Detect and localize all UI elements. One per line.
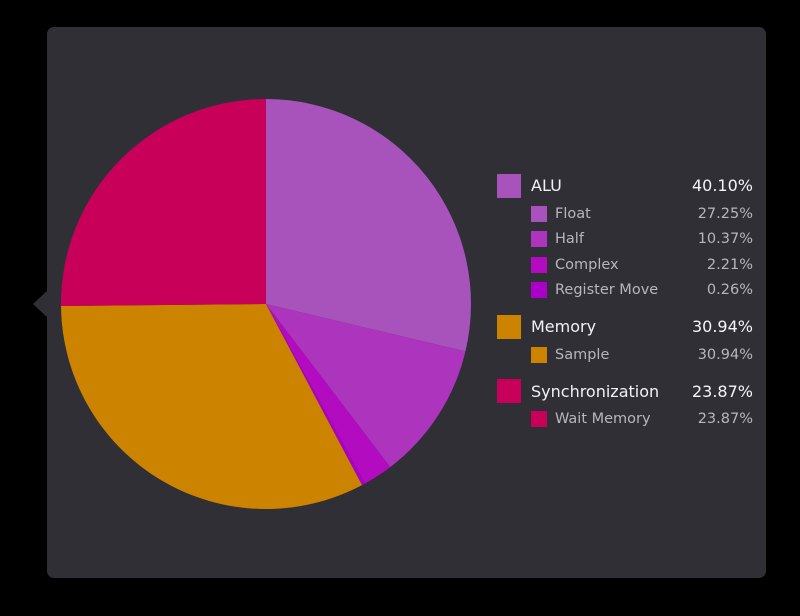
legend-percent: 30.94% <box>691 317 753 336</box>
legend-item-register-move: Register Move 0.26% <box>497 278 753 304</box>
legend-label: Synchronization <box>531 381 660 401</box>
legend-label: Sample <box>555 346 610 363</box>
legend-item-float: Float 27.25% <box>497 201 753 227</box>
pie-slice-wait-memory[interactable] <box>61 99 267 306</box>
legend-category-memory: Memory 30.94% <box>497 311 753 342</box>
pie-slice-float[interactable] <box>266 99 471 352</box>
legend-label: Float <box>555 205 591 222</box>
legend-swatch <box>531 411 547 428</box>
legend-swatch <box>531 205 547 222</box>
legend-item-wait-memory: Wait Memory 23.87% <box>497 407 753 433</box>
legend-category-synchronization: Synchronization 23.87% <box>497 376 753 407</box>
pie-slice-sample[interactable] <box>61 304 362 510</box>
legend-swatch <box>497 173 521 198</box>
legend-swatch <box>531 346 547 363</box>
popover-arrow <box>33 290 48 318</box>
legend-item-complex: Complex 2.21% <box>497 252 753 278</box>
pie-slice-half[interactable] <box>266 304 466 468</box>
legend-percent: 10.37% <box>697 231 753 248</box>
legend-percent: 23.87% <box>691 381 753 401</box>
legend-percent: 40.10% <box>691 176 753 195</box>
legend-swatch <box>497 379 521 403</box>
legend-swatch <box>531 282 547 299</box>
legend-percent: 27.25% <box>697 205 753 222</box>
legend-percent: 23.87% <box>697 411 753 428</box>
legend-label: Register Move <box>555 282 659 299</box>
legend-percent: 30.94% <box>697 346 753 363</box>
legend-swatch <box>531 256 547 273</box>
legend-label: ALU <box>531 176 562 195</box>
legend-label: Memory <box>531 317 597 336</box>
legend-swatch <box>531 231 547 248</box>
legend-swatch <box>497 314 521 339</box>
legend-label: Half <box>555 231 584 248</box>
legend-label: Wait Memory <box>555 411 651 428</box>
chart-legend: ALU 40.10% Float 27.25% Half 10.37% Complex 2.2… <box>497 170 753 432</box>
pie-slice-complex[interactable] <box>266 304 391 484</box>
legend-item-half: Half 10.37% <box>497 227 753 253</box>
legend-label: Complex <box>555 256 619 273</box>
legend-percent: 2.21% <box>706 256 753 273</box>
legend-category-alu: ALU 40.10% <box>497 170 753 201</box>
pie-slice-register-move[interactable] <box>266 304 366 486</box>
legend-percent: 0.26% <box>706 282 753 299</box>
legend-item-sample: Sample 30.94% <box>497 342 753 368</box>
